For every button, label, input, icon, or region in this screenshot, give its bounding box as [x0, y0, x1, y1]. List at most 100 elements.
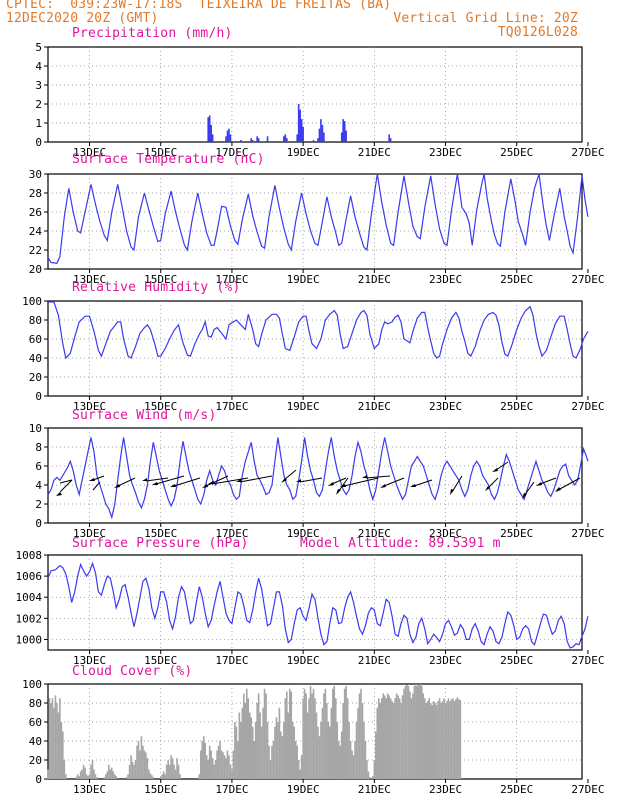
- pressure-xtick-label: 21DEC: [358, 654, 391, 667]
- precip-bar: [250, 138, 253, 142]
- pressure-xtick-label: 19DEC: [287, 654, 320, 667]
- cloud-bar: [297, 760, 300, 779]
- cloud-bar: [211, 758, 214, 779]
- cloud-bar: [205, 755, 208, 779]
- cloud-bar: [385, 698, 387, 779]
- cloud-bar: [53, 707, 55, 779]
- precip-bar: [340, 132, 343, 142]
- cloud-bar: [363, 722, 365, 779]
- cloud-bar: [115, 776, 118, 779]
- cloud-bar: [263, 688, 266, 779]
- cloud-bar: [434, 703, 436, 779]
- precip-bar: [284, 134, 287, 142]
- header-grid-line: Vertical Grid Line: 20Z: [393, 11, 578, 26]
- pressure-ytick-label: 1008: [16, 549, 43, 562]
- precip-bar: [257, 138, 260, 142]
- cloud-bar: [142, 745, 144, 779]
- precip-bar: [286, 138, 288, 142]
- cloud-cover-xtick-label: 19DEC: [287, 783, 320, 796]
- cloud-bar: [271, 745, 273, 779]
- pressure-ytick-label: 1006: [16, 570, 43, 583]
- cloud-bar: [342, 703, 344, 779]
- temperature-ytick-label: 22: [29, 244, 42, 257]
- cloud-bar: [323, 693, 325, 779]
- pressure-ytick-label: 1002: [16, 612, 43, 625]
- wind-ytick-label: 6: [35, 460, 42, 473]
- cloud-bar: [47, 769, 49, 779]
- cloud-bar: [174, 769, 177, 779]
- cloud-bar: [425, 703, 428, 779]
- precip-bar: [297, 104, 300, 142]
- precip-bar: [317, 138, 319, 142]
- cloud-bar: [231, 769, 233, 779]
- cloud-bar: [400, 703, 402, 779]
- cloud-bar: [377, 698, 380, 779]
- precip-bar: [225, 136, 227, 142]
- rh-title: Relative Humidity (%): [72, 280, 241, 295]
- cloud-bar: [272, 741, 275, 779]
- temperature-xtick-label: 21DEC: [358, 273, 391, 286]
- cloud-bar: [60, 722, 63, 779]
- cloud-bar: [225, 758, 227, 779]
- cloud-bar: [171, 758, 174, 779]
- cloud-bar: [443, 698, 445, 779]
- humidity-xtick-label: 27DEC: [571, 400, 604, 413]
- precip-bar: [228, 128, 230, 142]
- cloud-bar: [455, 699, 457, 779]
- wind-ytick-label: 10: [29, 422, 42, 435]
- cloud-bar: [168, 764, 171, 779]
- cloud-bar: [444, 703, 447, 779]
- precipitation-xtick-label: 21DEC: [358, 146, 391, 159]
- cloud-bar: [333, 685, 336, 779]
- cloud-bar: [329, 726, 331, 779]
- cloud-bar: [260, 726, 263, 779]
- precip-title: Precipitation (mm/h): [72, 26, 233, 41]
- cloud-bar: [296, 745, 298, 779]
- wind-ytick-label: 0: [35, 517, 42, 530]
- cloud-bar: [146, 758, 149, 779]
- humidity-xtick-label: 19DEC: [287, 400, 320, 413]
- cloud-cover-ytick-label: 80: [29, 697, 42, 710]
- cloud-bar: [403, 688, 405, 779]
- cloud-bar: [232, 750, 235, 779]
- wind-ytick-label: 4: [35, 479, 42, 492]
- cloud-bar: [397, 695, 399, 779]
- cloud-cover-ytick-label: 100: [22, 678, 42, 691]
- cloud-bar: [137, 741, 140, 779]
- pressure-xtick-label: 25DEC: [500, 654, 533, 667]
- pressure-ytick-label: 1000: [16, 633, 43, 646]
- cloud-bar: [78, 776, 80, 779]
- cloud-bar: [167, 760, 169, 779]
- cloud-bar: [275, 717, 278, 779]
- humidity-ytick-label: 0: [35, 390, 42, 403]
- cloud-bar: [305, 693, 307, 779]
- precip-bar: [312, 140, 315, 142]
- precipitation-xtick-label: 25DEC: [500, 146, 533, 159]
- cloud-bar: [406, 684, 408, 779]
- cloud-bar: [247, 698, 250, 779]
- cloud-bar: [456, 697, 459, 779]
- cloud-bar: [254, 722, 257, 779]
- cloud-bar: [334, 698, 337, 779]
- cloud-bar: [312, 688, 315, 779]
- temperature-ytick-label: 20: [29, 263, 42, 276]
- precipitation-ytick-label: 3: [35, 79, 42, 92]
- precip-bar: [302, 126, 304, 142]
- cloud-bar: [421, 685, 423, 779]
- cloud-bar: [237, 741, 239, 779]
- cloud-bar: [437, 701, 439, 779]
- cloud-bar: [392, 703, 395, 779]
- pressure-frame: [47, 554, 583, 651]
- cloud-bar: [262, 707, 264, 779]
- cloud-bar: [79, 771, 82, 779]
- cloud-bar: [177, 764, 180, 779]
- wind-xtick-label: 19DEC: [287, 527, 320, 540]
- header-date: 12DEC2020 20Z (GMT): [6, 11, 159, 26]
- pressure-xtick-label: 13DEC: [73, 654, 106, 667]
- pressure-title: Surface Pressure (hPa): [72, 536, 249, 551]
- cloud-bar: [222, 752, 224, 779]
- cloud-bar: [332, 688, 334, 779]
- cloud-bar: [308, 698, 310, 779]
- cloud-cover-ytick-label: 60: [29, 716, 42, 729]
- cloud-bar: [131, 761, 134, 779]
